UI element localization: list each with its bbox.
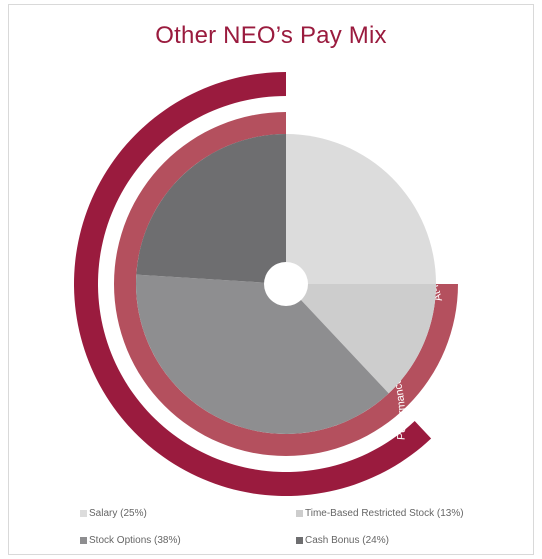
slice-time-based-restricted-stock	[286, 284, 436, 394]
legend-swatch	[296, 510, 303, 517]
legend-label: Cash Bonus (24%)	[305, 535, 389, 546]
legend-item-salary-25: Salary (25%)	[80, 508, 147, 519]
chart-title: Other NEO’s Pay Mix	[155, 22, 387, 49]
slice-cash-bonus	[136, 134, 286, 284]
legend-swatch	[80, 537, 87, 544]
legend-label: Time-Based Restricted Stock (13%)	[305, 508, 464, 519]
legend-label: Salary (25%)	[89, 508, 147, 519]
slice-salary	[286, 134, 436, 284]
center-hole	[264, 262, 308, 306]
legend-label: Stock Options (38%)	[89, 535, 181, 546]
legend-swatch	[80, 510, 87, 517]
legend-swatch	[296, 537, 303, 544]
legend-item-stock-options-38: Stock Options (38%)	[80, 535, 181, 546]
arc-performance-based-compensation-62	[74, 72, 432, 496]
legend-item-time-based-restricted-stock-13: Time-Based Restricted Stock (13%)	[296, 508, 464, 519]
legend-item-cash-bonus-24: Cash Bonus (24%)	[296, 535, 389, 546]
slice-stock-options	[136, 274, 389, 435]
